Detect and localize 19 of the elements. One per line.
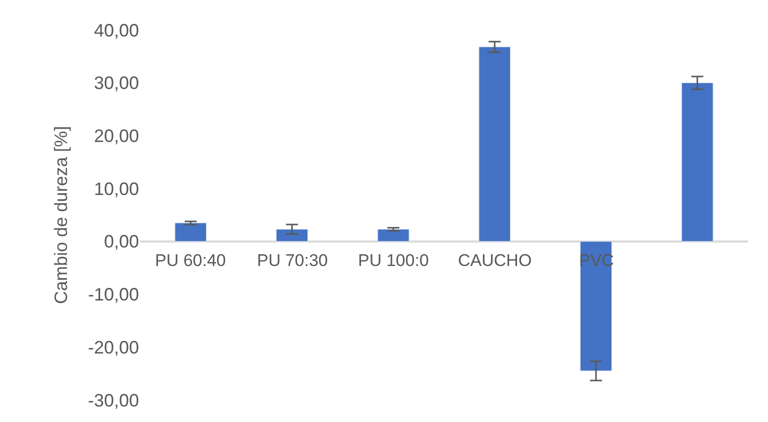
x-tick-label: PU 60:40 bbox=[155, 251, 226, 270]
y-tick-label: 20,00 bbox=[94, 126, 139, 146]
y-tick-label: 10,00 bbox=[94, 178, 139, 199]
bar bbox=[174, 222, 207, 242]
y-tick-label: -20,00 bbox=[88, 337, 139, 358]
y-tick-label: 0,00 bbox=[104, 232, 139, 252]
y-tick-label: -30,00 bbox=[88, 390, 139, 410]
x-tick-label: CAUCHO bbox=[458, 251, 532, 270]
bar bbox=[276, 229, 308, 242]
bar bbox=[478, 46, 511, 242]
y-tick-label: 30,00 bbox=[94, 73, 139, 94]
y-tick-label: -10,00 bbox=[88, 284, 139, 305]
bar bbox=[377, 229, 410, 242]
y-axis-title: Cambio de dureza [%] bbox=[51, 126, 72, 304]
x-tick-label: PU 100:0 bbox=[358, 251, 429, 270]
y-tick-label: 40,00 bbox=[94, 20, 139, 40]
bar bbox=[681, 82, 714, 242]
bar bbox=[580, 241, 612, 372]
x-tick-label: PU 70:30 bbox=[257, 251, 328, 270]
